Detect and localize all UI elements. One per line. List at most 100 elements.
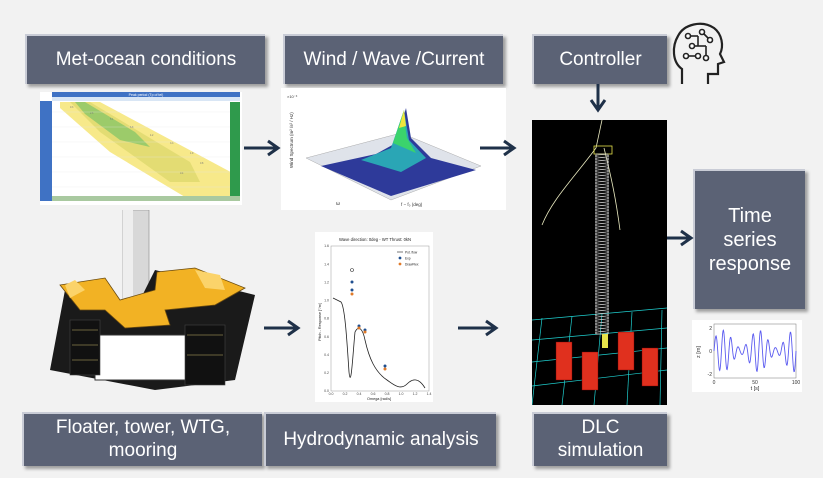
tower-ring	[594, 301, 610, 305]
tower-ring	[594, 229, 610, 233]
arrow-controller-to-dlc	[589, 84, 607, 113]
wind-wave-current-label: Wind / Wave /Current	[303, 48, 485, 70]
arrow-floater-to-hydro	[264, 319, 301, 337]
rao-ytick: 0.8	[324, 317, 329, 321]
time-series-response-box: Time series response	[693, 169, 805, 309]
spectrum-ylabel: Wind Spectrum (m² /s² / Hz)	[289, 112, 294, 168]
tower-ring	[594, 268, 610, 272]
tower-ring	[594, 322, 610, 326]
tower-ring	[594, 307, 610, 311]
rao-ytick: 0.6	[324, 335, 329, 339]
tower-ring	[594, 262, 610, 266]
tower-ring	[594, 175, 610, 179]
tower-ring	[594, 181, 610, 185]
rao-ytick: 1.4	[324, 262, 329, 266]
tower-ring	[594, 205, 610, 209]
tower-ring	[594, 295, 610, 299]
tower-ring	[594, 211, 610, 215]
rao-ylabel: Pitch - Response [°/m]	[318, 303, 322, 341]
tower-ring	[594, 160, 610, 164]
arrow-dlc-to-timeseries	[667, 229, 694, 247]
hydrodynamic-analysis-box: Hydrodynamic analysis	[264, 412, 496, 466]
spectrum-exp: ×10⁻³	[287, 94, 298, 99]
tower-ring	[594, 250, 610, 254]
arrow-spectrum-to-dlc	[480, 139, 517, 157]
tower-ring	[594, 235, 610, 239]
spectrum-omega-label: ω	[336, 201, 340, 207]
rao-ytick: 0.4	[324, 353, 329, 357]
tower-ring	[594, 325, 610, 329]
wave-scatter-table: Peak period (Tp of tel) 0.3 2.6 5.1 6.8 4.2…	[40, 92, 242, 205]
floater-label: Floater, tower, WTG, mooring	[55, 417, 231, 461]
spectrum-xlabel: f − f₀ (deg)	[401, 202, 423, 207]
tower-ring	[594, 304, 610, 308]
tower-ring	[594, 298, 610, 302]
rao-ytick: 0.2	[324, 371, 329, 375]
rao-ytick: 1.0	[324, 299, 329, 303]
rao-title: Wave direction: 0deg - WT Thrust: 0kN	[339, 237, 411, 242]
arrow-table-to-spectrum	[244, 139, 281, 157]
tower-ring	[594, 166, 610, 170]
rao-xtick: 0.2	[343, 392, 348, 396]
rao-xtick: 0.4	[357, 392, 362, 396]
tower-ring	[594, 208, 610, 212]
tower-ring	[594, 199, 610, 203]
controller-label: Controller	[559, 48, 642, 70]
tower-ring	[594, 217, 610, 221]
ts-xlabel: t [s]	[751, 386, 760, 392]
ts-xtick: 0	[713, 380, 716, 386]
ts-ytick: 2	[709, 326, 712, 332]
controller-box: Controller	[532, 34, 667, 84]
time-series-chart: 20-2 0 50 100 t [s] z [m]	[692, 320, 802, 392]
tower-ring	[594, 256, 610, 260]
ts-xtick: 100	[792, 380, 801, 386]
tower-ring	[594, 289, 610, 293]
tower-ring	[594, 274, 610, 278]
svg-text:0.4: 0.4	[180, 172, 184, 175]
arrow-hydro-to-dlc	[458, 319, 499, 337]
rao-xtick: 1.2	[413, 392, 418, 396]
tower-ring	[594, 223, 610, 227]
tower-ring	[594, 178, 610, 182]
rao-ytick: 1.2	[324, 280, 329, 284]
tower-ring	[594, 187, 610, 191]
hydro-label: Hydrodynamic analysis	[283, 428, 479, 450]
dlc-simulation-view	[532, 120, 667, 405]
rao-drawflex-points	[350, 292, 387, 371]
dlc-simulation-box: DLC simulation	[532, 412, 667, 466]
tower-ring	[594, 283, 610, 287]
tower-ring	[594, 184, 610, 188]
tower-ring	[594, 286, 610, 290]
tower-ring	[594, 154, 610, 158]
tower-ring	[594, 280, 610, 284]
tower-ring	[594, 226, 610, 230]
tower-ring	[594, 310, 610, 314]
ai-brain-icon	[672, 22, 726, 84]
tower-ring	[594, 271, 610, 275]
ts-ytick: 0	[709, 349, 712, 355]
dlc-mooring-columns	[555, 331, 659, 391]
time-series-label: Time series response	[708, 205, 792, 275]
ts-ytick: -2	[708, 372, 713, 378]
ts-ylabel: z [m]	[696, 346, 702, 358]
svg-text:0.8: 0.8	[200, 162, 204, 165]
rao-xtick: 0.8	[385, 392, 390, 396]
rao-xtick: 1.4	[427, 392, 432, 396]
dlc-label: DLC simulation	[557, 417, 644, 461]
tower-ring	[594, 157, 610, 161]
rao-ytick: 1.6	[324, 244, 329, 248]
tower-ring	[594, 313, 610, 317]
tower-ring	[594, 277, 610, 281]
rao-xlabel: Omega [rad/s]	[367, 397, 391, 401]
rao-response-chart: Wave direction: 0deg - WT Thrust: 0kN 0.…	[315, 232, 433, 402]
tower-ring	[594, 202, 610, 206]
tower-ring	[594, 241, 610, 245]
tower-ring	[594, 265, 610, 269]
tower-ring	[594, 169, 610, 173]
floater-tower-image	[50, 210, 255, 390]
svg-text:4.2: 4.2	[150, 134, 154, 137]
svg-text:1.9: 1.9	[190, 152, 194, 155]
rao-legend-potflow: Pot. flow	[405, 251, 418, 255]
floater-box: Floater, tower, WTG, mooring	[22, 412, 262, 466]
tower-ring	[594, 163, 610, 167]
